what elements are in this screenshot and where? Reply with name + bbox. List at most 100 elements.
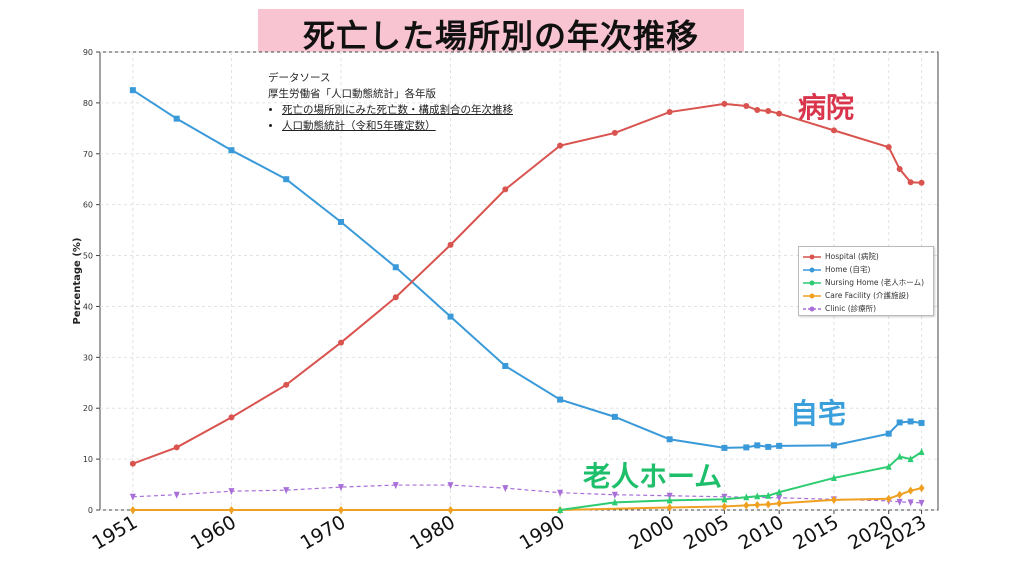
- legend-label: Clinic (診療所): [825, 304, 877, 313]
- data-point: [743, 493, 750, 501]
- data-point: [392, 294, 399, 301]
- data-point: [129, 506, 136, 514]
- legend-label: Nursing Home (老人ホーム): [825, 278, 924, 287]
- data-point: [830, 442, 837, 449]
- data-point: [754, 107, 761, 114]
- data-point: [907, 418, 914, 425]
- data-point: [907, 455, 914, 463]
- x-tick-label: 2005: [680, 511, 733, 554]
- data-point: [743, 501, 750, 510]
- legend-label: Hospital (病院): [825, 252, 879, 261]
- data-point: [776, 499, 783, 508]
- x-tick-label: 2010: [735, 511, 788, 554]
- data-point: [896, 498, 903, 506]
- data-point: [830, 473, 837, 481]
- data-source-note: データソース 厚生労働省「人口動態統計」各年版 死亡の場所別にみた死亡数・構成割…: [268, 70, 513, 134]
- x-tick-label: 1960: [187, 511, 240, 554]
- data-point: [666, 109, 673, 116]
- y-tick-label: 70: [83, 150, 93, 159]
- data-point: [392, 264, 399, 271]
- data-point: [666, 436, 673, 443]
- data-point: [776, 494, 783, 502]
- legend-item: Hospital (病院): [803, 250, 929, 263]
- y-tick-label: 90: [83, 48, 93, 57]
- legend-item: Home (自宅): [803, 263, 929, 276]
- data-point: [337, 506, 344, 514]
- legend-swatch: [803, 293, 821, 298]
- data-point: [283, 487, 290, 495]
- data-point: [918, 419, 925, 426]
- data-point: [776, 442, 783, 449]
- data-point: [896, 490, 903, 499]
- data-point: [918, 179, 925, 186]
- series-0: [129, 100, 925, 467]
- data-point: [611, 498, 618, 506]
- data-point: [129, 493, 136, 501]
- data-point: [776, 110, 783, 117]
- data-point: [754, 492, 761, 500]
- legend-item: Nursing Home (老人ホーム): [803, 276, 929, 289]
- data-point: [228, 506, 235, 514]
- data-point: [557, 506, 564, 513]
- data-point: [830, 127, 837, 134]
- legend-swatch: [803, 280, 821, 285]
- data-point: [721, 495, 728, 503]
- data-point: [557, 396, 564, 403]
- source-link-1[interactable]: 死亡の場所別にみた死亡数・構成割合の年次推移: [282, 102, 513, 118]
- chart-title: 死亡した場所別の年次推移: [302, 17, 699, 55]
- data-point: [337, 339, 344, 346]
- y-tick-label: 50: [83, 252, 93, 261]
- data-point: [502, 485, 509, 493]
- data-point: [765, 491, 772, 499]
- data-point: [918, 447, 925, 455]
- x-tick-label: 1970: [297, 511, 350, 554]
- data-point: [611, 491, 618, 499]
- data-point: [896, 166, 903, 173]
- y-tick-label: 60: [83, 201, 93, 210]
- series-line: [132, 484, 922, 504]
- data-point: [447, 241, 454, 248]
- data-point: [392, 482, 399, 490]
- legend-swatch: [803, 306, 821, 311]
- data-point: [337, 484, 344, 492]
- x-tick-label: 2000: [625, 511, 678, 554]
- data-point: [611, 129, 618, 136]
- data-point: [721, 100, 728, 107]
- data-point: [885, 144, 892, 151]
- data-point: [907, 179, 914, 186]
- data-point: [173, 444, 180, 451]
- data-point: [502, 362, 509, 369]
- data-point: [173, 115, 180, 122]
- data-point: [283, 176, 290, 183]
- legend-label: Home (自宅): [825, 265, 871, 274]
- data-point: [896, 452, 903, 460]
- data-point: [896, 419, 903, 426]
- y-tick-label: 30: [83, 353, 93, 362]
- data-point: [743, 102, 750, 109]
- data-point: [173, 491, 180, 499]
- data-point: [557, 489, 564, 497]
- legend-item: Clinic (診療所): [803, 302, 929, 315]
- data-point: [721, 444, 728, 451]
- series-2: [557, 447, 925, 513]
- source-publisher: 厚生労働省「人口動態統計」各年版: [268, 88, 436, 100]
- annotation-nursing-home: 老人ホーム: [583, 460, 723, 493]
- data-point: [885, 430, 892, 437]
- title-banner: 死亡した場所別の年次推移: [258, 9, 744, 59]
- data-point: [129, 460, 136, 467]
- y-tick-label: 10: [83, 455, 93, 464]
- data-point: [907, 486, 914, 495]
- source-link-2[interactable]: 人口動態統計（令和5年確定数）: [282, 118, 513, 134]
- data-point: [228, 414, 235, 421]
- series-3: [129, 484, 925, 514]
- annotation-hospital: 病院: [798, 91, 855, 124]
- data-point: [907, 499, 914, 507]
- series-line: [132, 487, 922, 511]
- data-point: [721, 502, 728, 511]
- data-point: [447, 313, 454, 320]
- data-point: [129, 87, 136, 94]
- y-axis-label: Percentage (%): [72, 238, 83, 325]
- data-point: [666, 492, 673, 500]
- legend-swatch: [803, 254, 821, 259]
- y-tick-label: 20: [83, 404, 93, 413]
